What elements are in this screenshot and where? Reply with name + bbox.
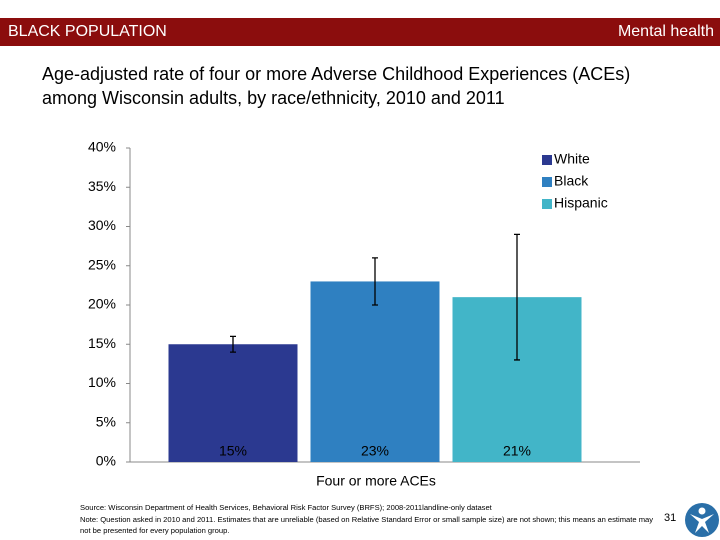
footer: Source: Wisconsin Department of Health S… (80, 502, 660, 537)
x-tick-label: Four or more ACEs (316, 473, 436, 489)
y-tick-label: 15% (88, 335, 116, 351)
bar (168, 344, 298, 462)
y-tick-label: 25% (88, 256, 116, 272)
legend-label: White (554, 151, 590, 167)
error-bar (514, 233, 520, 361)
legend-swatch (542, 199, 552, 209)
error-bar (372, 257, 378, 306)
value-label: 15% (219, 443, 247, 459)
y-tick-label: 20% (88, 296, 116, 312)
legend-swatch (542, 177, 552, 187)
header-right: Mental health (617, 23, 714, 40)
value-label: 23% (361, 443, 389, 459)
header-left: BLACK POPULATION (8, 23, 167, 40)
y-tick-label: 30% (88, 217, 116, 233)
chart-title: Age-adjusted rate of four or more Advers… (42, 64, 631, 108)
bar (310, 281, 440, 462)
legend-label: Hispanic (554, 195, 608, 211)
page-number: 31 (664, 512, 677, 524)
y-tick-label: 10% (88, 374, 116, 390)
error-bar (230, 335, 236, 353)
note: Note: Question asked in 2010 and 2011. E… (80, 514, 654, 536)
y-tick-label: 40% (88, 139, 116, 155)
header-bar: BLACK POPULATION Mental health (0, 18, 720, 46)
y-tick-label: 0% (96, 453, 116, 469)
legend-swatch (542, 155, 552, 165)
legend-label: Black (554, 173, 589, 189)
source: Source: Wisconsin Department of Health S… (80, 503, 492, 512)
value-label: 21% (503, 443, 531, 459)
y-tick-label: 35% (88, 178, 116, 194)
y-tick-label: 5% (96, 413, 116, 429)
